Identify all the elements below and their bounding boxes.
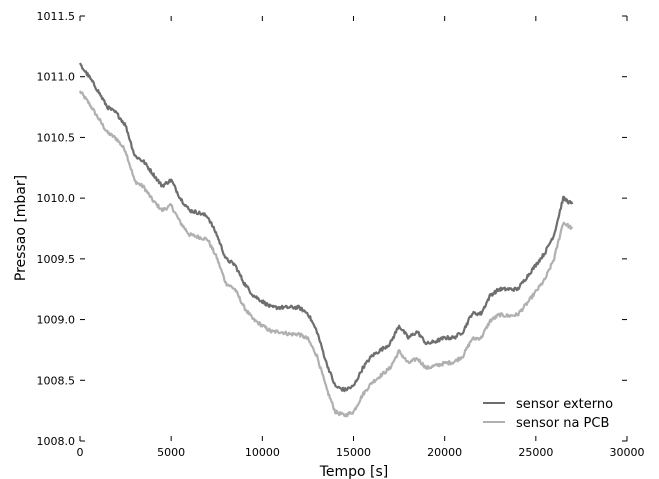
x-tick-label: 10000 — [245, 446, 280, 459]
x-axis-ticks: 0 5000 10000 15000 20000 25000 30000 — [77, 16, 645, 459]
x-tick-label: 30000 — [610, 446, 645, 459]
y-tick-label: 1008.0 — [37, 435, 76, 448]
y-tick-label: 1010.5 — [37, 131, 76, 144]
y-tick-label: 1009.5 — [37, 253, 76, 266]
series-line-sensor-na-pcb — [78, 90, 574, 418]
x-tick-label: 25000 — [518, 446, 553, 459]
y-axis-label: Pressao [mbar] — [13, 175, 29, 281]
x-tick-label: 0 — [77, 446, 84, 459]
legend: sensor externo sensor na PCB — [483, 397, 613, 431]
y-tick-label: 1011.5 — [37, 10, 76, 23]
x-tick-label: 20000 — [427, 446, 462, 459]
legend-label: sensor externo — [516, 397, 613, 412]
y-tick-label: 1009.0 — [37, 314, 76, 327]
x-axis-label: Tempo [s] — [319, 464, 389, 479]
x-tick-label: 5000 — [157, 446, 185, 459]
y-axis-ticks: 1008.0 1008.5 1009.0 1009.5 1010.0 1010.5 1011… — [37, 10, 627, 448]
y-tick-label: 1008.5 — [37, 374, 76, 387]
y-tick-label: 1011.0 — [37, 71, 76, 84]
legend-label: sensor na PCB — [516, 416, 609, 431]
x-tick-label: 15000 — [336, 446, 371, 459]
series-layer — [78, 62, 574, 418]
series-line-sensor-externo — [79, 62, 574, 393]
y-tick-label: 1010.0 — [37, 192, 76, 205]
